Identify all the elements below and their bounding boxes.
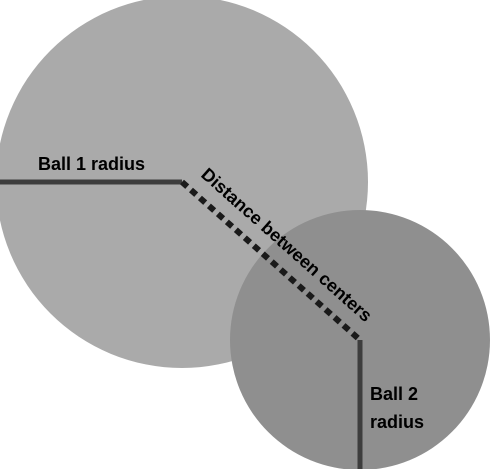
ball-2: [230, 210, 490, 469]
distance-between-centers-line: [180, 179, 362, 343]
ball-2-radius-label: Ball 2 radius: [370, 384, 424, 432]
ball-1-radius-label: Ball 1 radius: [38, 154, 145, 174]
ball-2-radius-label-line-1: Ball 2: [370, 384, 418, 404]
ball-2-radius-label-line-2: radius: [370, 412, 424, 432]
